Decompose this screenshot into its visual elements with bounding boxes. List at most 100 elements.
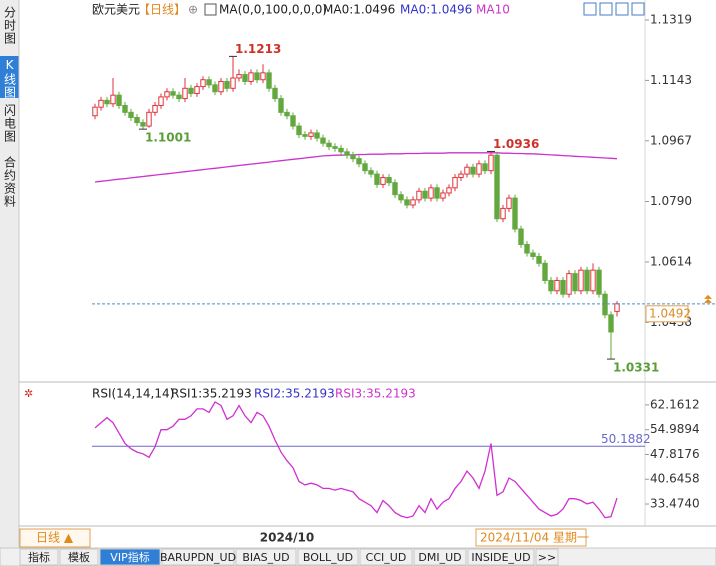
indicator-icon[interactable] (204, 3, 217, 16)
candle-body (278, 98, 284, 113)
candle-body (422, 190, 428, 199)
tab-label[interactable]: 模板 (68, 550, 90, 564)
candle-body (512, 197, 518, 230)
y-tick-label: 47.8176 (650, 447, 700, 461)
side-tab[interactable]: 闪电图 (3, 104, 17, 143)
rsi-line (94, 401, 618, 519)
candle-body (608, 314, 614, 333)
rsi-value: RSI3:35.2193 (335, 387, 416, 401)
candle-body (314, 132, 320, 139)
candle-body (200, 79, 206, 88)
candle-body (110, 94, 116, 105)
candle-body (464, 166, 470, 175)
candle-body (452, 177, 458, 189)
candle-body (104, 99, 110, 105)
ma-value: MA0:1.0496 (323, 3, 395, 17)
tab-label[interactable]: INSIDE_UD (471, 551, 530, 564)
candle-body (566, 273, 572, 295)
min-label: 1.1001 (145, 131, 191, 145)
tab[interactable] (19, 548, 59, 566)
candle-body (458, 173, 464, 179)
tab[interactable] (359, 548, 413, 566)
candle-body (224, 80, 230, 89)
tab-label[interactable]: BIAS_UD (242, 551, 289, 564)
tool-button[interactable] (583, 2, 597, 16)
tab[interactable] (99, 548, 161, 566)
side-tab[interactable]: K线图 (3, 58, 17, 99)
candle-body (122, 104, 128, 113)
rsi-icon[interactable]: ✲ (24, 387, 33, 400)
max-label: 1.0936 (493, 137, 539, 151)
period-button[interactable] (19, 528, 91, 548)
rsi-params: RSI(14,14,14) (92, 387, 174, 401)
candle-body (296, 125, 302, 136)
candle-body (284, 111, 290, 117)
candle-body (536, 255, 542, 264)
candle-body (440, 192, 446, 199)
ma-value: MA10 (476, 3, 510, 17)
tab-label[interactable]: BARUPDN_UD (160, 551, 236, 564)
candle-body (374, 173, 380, 185)
candle-body (170, 91, 176, 96)
side-tab-active (0, 56, 19, 98)
tab-label[interactable]: DMI_UD (418, 551, 461, 564)
y-tick-label: 33.4740 (650, 497, 700, 511)
candle-body (188, 87, 194, 94)
y-tick-label: 1.1143 (650, 73, 692, 87)
tab[interactable] (297, 548, 359, 566)
candle-body (476, 163, 482, 175)
candle-body (302, 134, 308, 137)
side-bar (0, 0, 19, 548)
tool-button[interactable] (631, 2, 645, 16)
candle-body (332, 146, 338, 149)
tool-button[interactable] (615, 2, 629, 16)
candle-body (524, 243, 530, 254)
candle-body (506, 197, 512, 209)
side-tab[interactable]: 合约资料 (3, 155, 17, 208)
candle-body (218, 80, 224, 93)
tab[interactable] (235, 548, 297, 566)
rsi-ref-label: 50.1882 (601, 432, 651, 446)
tab[interactable] (161, 548, 235, 566)
rsi-value: RSI2:35.2193 (254, 387, 335, 401)
candle-body (368, 170, 374, 175)
candle-body (128, 111, 134, 118)
last-price-arrow (704, 294, 712, 303)
tab-label[interactable]: BOLL_UD (303, 551, 353, 564)
side-tab[interactable]: 分时图 (3, 6, 17, 45)
candle-body (416, 190, 422, 201)
candle-body (554, 279, 560, 292)
tool-button[interactable] (599, 2, 613, 16)
tab-label[interactable]: >> (538, 551, 556, 564)
tab[interactable] (535, 548, 559, 566)
candle-body (410, 199, 416, 206)
y-tick-label: 1.1319 (650, 13, 692, 27)
candle-body (98, 99, 104, 108)
tab[interactable] (467, 548, 535, 566)
tab-label[interactable]: VIP指标 (110, 550, 149, 564)
candle-body (434, 187, 440, 199)
candle-body (176, 94, 182, 100)
candle-body (116, 94, 122, 106)
candle-body (248, 72, 254, 82)
candle-body (488, 154, 494, 172)
tab[interactable] (59, 548, 99, 566)
candle-body (344, 151, 350, 156)
y-tick-label: 1.0790 (650, 194, 692, 208)
candle-body (212, 84, 218, 93)
tab-label[interactable]: 指标 (28, 550, 50, 564)
period-button-label[interactable]: 日线 ▲ (36, 531, 74, 545)
y-tick-label: 1.0967 (650, 133, 692, 147)
candle-body (356, 158, 362, 165)
tab-label[interactable]: CCI_UD (366, 551, 407, 564)
candle-body (572, 273, 578, 292)
add-icon[interactable]: ⊕ (188, 3, 198, 17)
candle-body (548, 279, 554, 292)
toolbar[interactable] (583, 2, 645, 16)
candle-body (560, 279, 566, 295)
y-tick-label: 62.1612 (650, 397, 700, 411)
candle-body (380, 177, 386, 185)
tab[interactable] (413, 548, 467, 566)
